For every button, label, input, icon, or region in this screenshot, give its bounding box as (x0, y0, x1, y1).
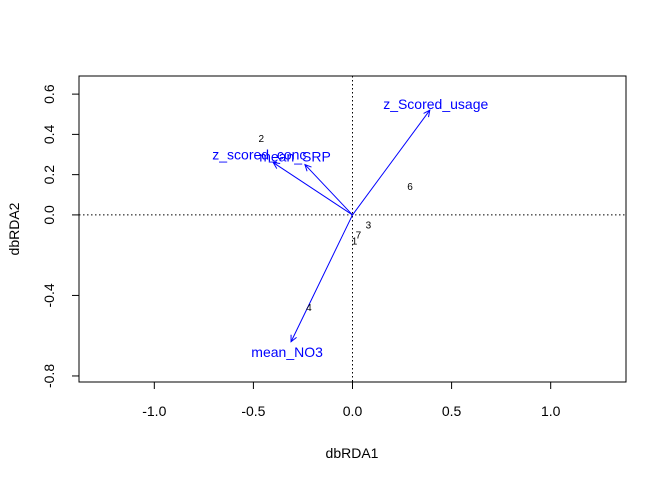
vector-label: z_scored_conc (212, 147, 306, 163)
vector-arrowhead (423, 109, 431, 118)
site-label-2: 2 (259, 134, 265, 145)
y-tick-label: 0.0 (41, 205, 57, 225)
x-tick-label: 0.5 (442, 403, 462, 419)
vector-label: mean_NO3 (251, 344, 323, 360)
site-label-6: 6 (407, 182, 413, 193)
vector-arrowhead (290, 334, 297, 343)
x-tick-label: -0.5 (241, 403, 265, 419)
y-tick-label: 0.6 (41, 84, 57, 104)
vector-arrowhead (272, 161, 281, 169)
x-tick-label: 1.0 (541, 403, 561, 419)
axes: -1.0 -0.5 0.0 0.5 1.0 -0.8 -0.4 0.0 0.2 0.4 0.6 (41, 84, 561, 419)
vector-arrowhead (304, 163, 312, 172)
site-label-7: 7 (356, 231, 362, 242)
vector-line (304, 164, 353, 216)
y-axis-title: dbRDA2 (6, 202, 22, 255)
vector-mean_NO3: mean_NO3 (251, 214, 353, 360)
reference-lines (79, 76, 626, 382)
y-tick-label: 0.4 (41, 124, 57, 144)
y-tick-label: 0.2 (41, 165, 57, 185)
vector-z_scored_conc: z_scored_conc (212, 147, 353, 216)
x-tick-label: -1.0 (142, 403, 166, 419)
vector-label: z_Scored_usage (383, 96, 488, 112)
sites: 1 2 3 4 6 7 (259, 134, 414, 314)
vector-line (290, 214, 353, 342)
vector-z_Scored_usage: z_Scored_usage (352, 96, 488, 216)
vector-line (352, 109, 431, 216)
x-tick-label: 0.0 (343, 403, 363, 419)
site-label-1: 1 (352, 237, 358, 248)
y-tick-label: -0.4 (41, 283, 57, 307)
vector-line (272, 162, 353, 216)
y-tick-label: -0.8 (41, 364, 57, 388)
x-axis-title: dbRDA1 (326, 445, 379, 461)
vector-mean_SRP: mean_SRP (259, 149, 353, 216)
vector-label: mean_SRP (259, 149, 331, 165)
site-label-3: 3 (366, 220, 372, 231)
site-label-4: 4 (306, 303, 312, 314)
